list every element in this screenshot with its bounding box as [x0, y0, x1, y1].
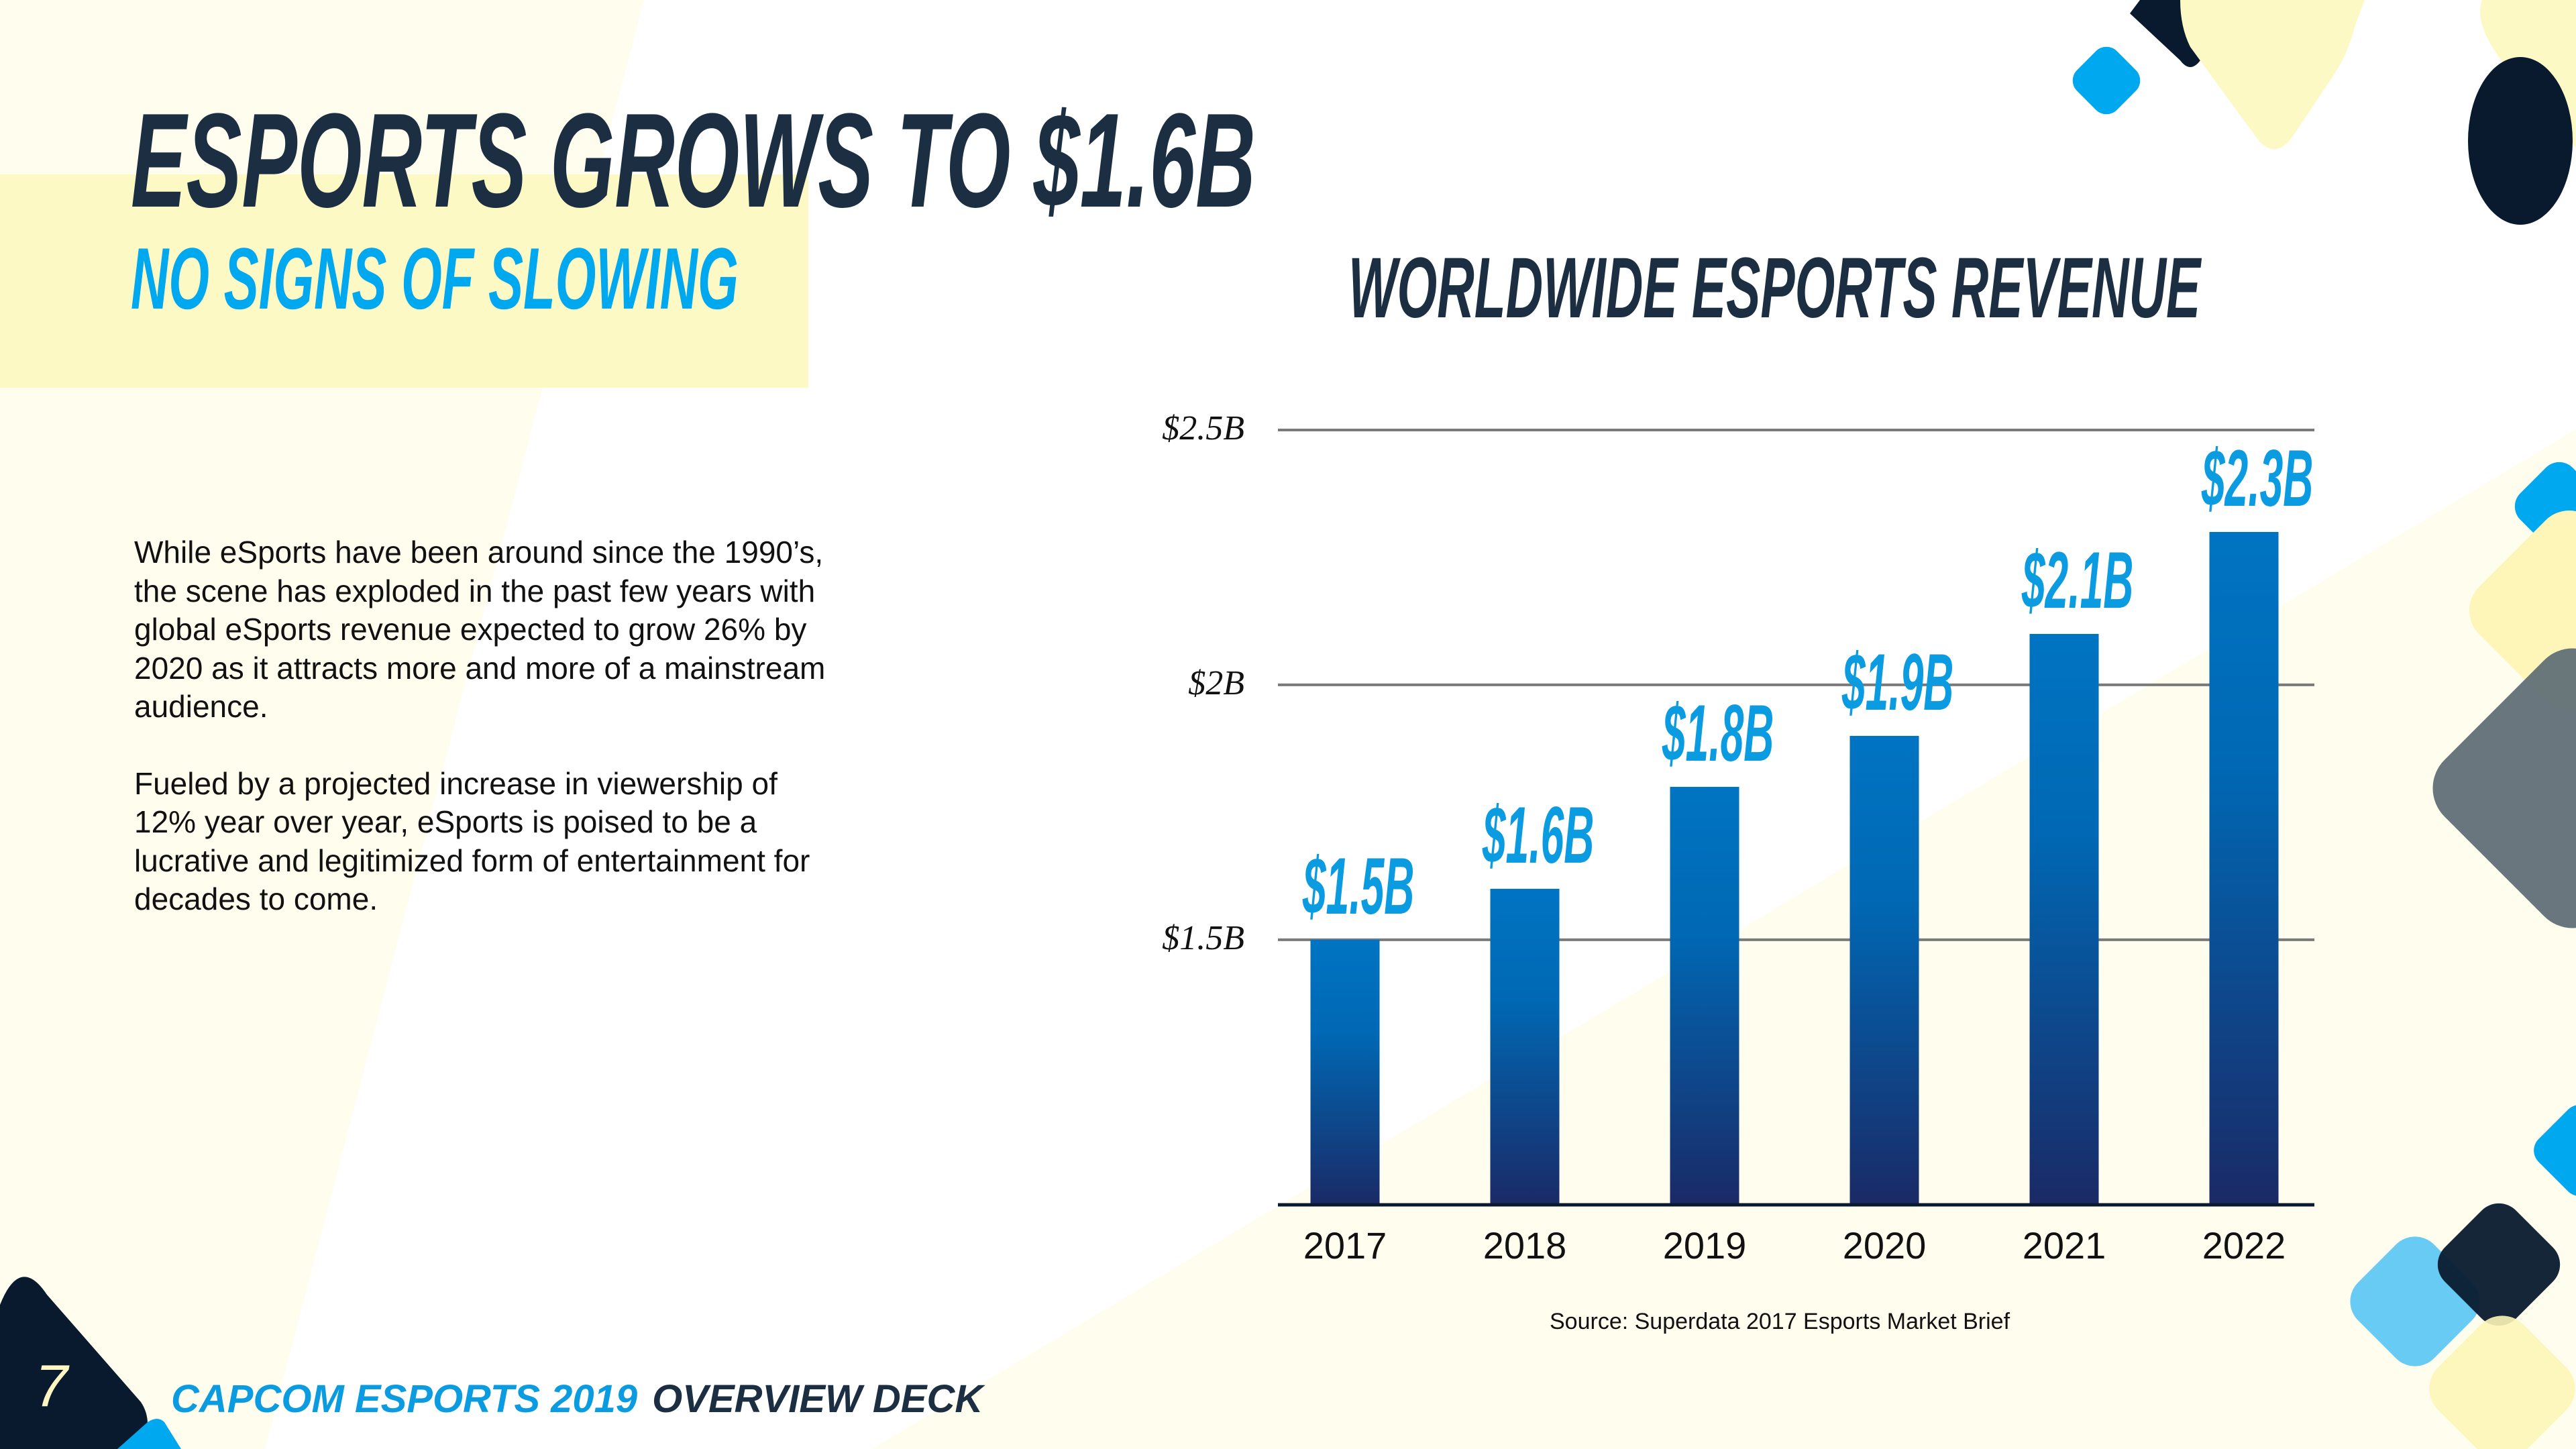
bar-value-text: $2.3B: [2201, 433, 2314, 523]
yellow-diamond-shape: [2180, 0, 2365, 150]
bar-2017: [1310, 939, 1380, 1205]
footer-title: CAPCOM ESPORTS 2019 OVERVIEW DECK: [171, 1378, 983, 1421]
y-tick-label: $1.5B: [1162, 918, 1244, 957]
footer-deck: OVERVIEW DECK: [652, 1377, 983, 1421]
bar-value-label: $1.9B: [1790, 635, 1965, 729]
bar-value-label: $2.1B: [1970, 533, 2145, 627]
body-paragraph-1: While eSports have been around since the…: [134, 535, 826, 724]
body-text: While eSports have been around since the…: [134, 533, 839, 957]
bar-2022: [2209, 531, 2279, 1205]
y-tick-label: $2B: [1188, 663, 1244, 702]
x-tick-label: 2020: [1842, 1224, 1927, 1267]
body-paragraph-2: Fueled by a projected increase in viewer…: [134, 765, 810, 917]
page-subtitle-text: NO SIGNS OF SLOWING: [131, 229, 739, 327]
footer-brand: CAPCOM ESPORTS 2019: [171, 1377, 638, 1421]
y-tick-label: $2.5B: [1162, 409, 1244, 447]
bar-2021: [2029, 633, 2099, 1205]
bar-value-text: $1.5B: [1302, 841, 1415, 931]
dark-drop-shape: [2468, 57, 2573, 225]
dark-shape-bottom-right: [2437, 1203, 2561, 1326]
bar-value-label: $1.6B: [1431, 788, 1605, 882]
bar-value-text: $2.1B: [2021, 535, 2134, 625]
title-yellow-band: [0, 174, 808, 388]
page-number: 7: [35, 1352, 68, 1419]
x-tick-label: 2017: [1303, 1224, 1387, 1267]
x-tick-label: 2022: [2202, 1224, 2286, 1267]
page-number-badge-shape: [0, 1277, 148, 1449]
blue-side-shape: [2514, 462, 2576, 551]
bar-value-text: $1.9B: [1841, 637, 1954, 727]
bar-value-label: $1.8B: [1611, 686, 1785, 780]
blue-corner-shape: [117, 1419, 181, 1449]
blue-side-shape-lower: [2534, 1105, 2576, 1196]
x-tick-label: 2021: [2022, 1224, 2106, 1267]
chart-source: Source: Superdata 2017 Esports Market Br…: [1550, 1309, 2010, 1334]
x-tick-label: 2018: [1483, 1224, 1567, 1267]
bar-value-text: $1.6B: [1482, 790, 1595, 880]
page-subtitle: NO SIGNS OF SLOWING: [131, 235, 739, 322]
bar-value-text: $1.8B: [1662, 688, 1774, 778]
yellow-shape-bottom-right: [2429, 1316, 2575, 1449]
bar-2019: [1670, 786, 1739, 1205]
bar-value-label: $1.5B: [1251, 839, 1426, 933]
chart-title: WORLDWIDE ESPORTS REVENUE: [1348, 246, 2200, 331]
blue-diamond-shape: [2072, 46, 2141, 115]
page-title: ESPORTS GROWS TO $1.6B: [131, 94, 1256, 228]
bar-2020: [1849, 735, 1919, 1205]
bar-value-label: $2.3B: [2150, 431, 2324, 525]
bar-2018: [1490, 888, 1560, 1205]
x-tick-label: 2019: [1662, 1224, 1747, 1267]
yellow-side-shape: [2469, 511, 2576, 710]
chart-title-text: WORLDWIDE ESPORTS REVENUE: [1348, 240, 2201, 336]
page-title-text: ESPORTS GROWS TO $1.6B: [131, 86, 1256, 235]
gray-side-shape: [2432, 648, 2576, 928]
